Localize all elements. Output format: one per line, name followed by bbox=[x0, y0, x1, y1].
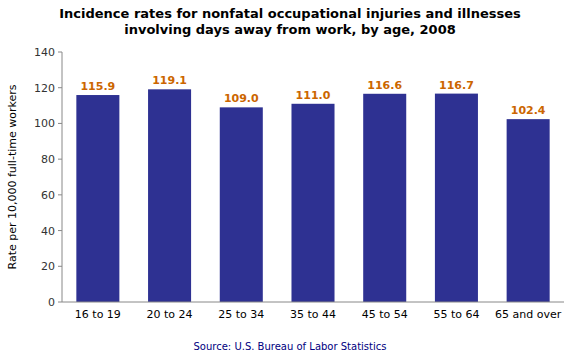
bars bbox=[76, 89, 549, 302]
y-tick bbox=[58, 52, 62, 53]
bar bbox=[507, 119, 550, 302]
x-tick-label: 16 to 19 bbox=[75, 308, 121, 321]
y-tick-label: 40 bbox=[41, 225, 55, 238]
x-tick-label: 65 and over bbox=[495, 308, 562, 321]
y-tick-label: 80 bbox=[41, 153, 55, 166]
data-label: 109.0 bbox=[224, 92, 259, 105]
axes: 0 20 40 60 80 100 120 140 16 to 19 20 to 24 25 to … bbox=[6, 46, 564, 321]
x-tick-label: 55 to 64 bbox=[433, 308, 479, 321]
y-tick-label: 0 bbox=[48, 296, 55, 309]
x-tick-label: 25 to 34 bbox=[218, 308, 264, 321]
source-note: Source: U.S. Bureau of Labor Statistics bbox=[194, 341, 387, 352]
y-tick bbox=[58, 266, 62, 267]
y-tick-label: 20 bbox=[41, 260, 55, 273]
bar bbox=[220, 107, 263, 302]
y-tick-label: 60 bbox=[41, 189, 55, 202]
y-tick bbox=[58, 123, 62, 124]
y-tick bbox=[58, 159, 62, 160]
y-tick bbox=[58, 87, 62, 88]
bar bbox=[76, 95, 119, 302]
data-label: 115.9 bbox=[80, 80, 115, 93]
bar bbox=[435, 94, 478, 302]
x-tick-label: 20 to 24 bbox=[147, 308, 193, 321]
y-tick-label: 100 bbox=[34, 117, 55, 130]
data-label: 111.0 bbox=[296, 89, 331, 102]
bar bbox=[363, 94, 406, 302]
data-label: 116.6 bbox=[367, 79, 402, 92]
title: Incidence rates for nonfatal occupationa… bbox=[59, 6, 521, 37]
title-line: Incidence rates for nonfatal occupationa… bbox=[59, 6, 521, 21]
chart-svg: Incidence rates for nonfatal occupationa… bbox=[0, 0, 580, 360]
y-tick-label: 120 bbox=[34, 82, 55, 95]
chart-container: Incidence rates for nonfatal occupationa… bbox=[0, 0, 580, 360]
title-line: involving days away from work, by age, 2… bbox=[124, 22, 456, 37]
y-axis-label: Rate per 10,000 full-time workers bbox=[6, 84, 19, 269]
data-labels: 115.9 119.1 109.0 111.0 116.6 116.7 102.4 bbox=[80, 74, 545, 117]
bar bbox=[291, 104, 334, 302]
data-label: 116.7 bbox=[439, 79, 474, 92]
data-label: 102.4 bbox=[511, 104, 546, 117]
bar bbox=[148, 89, 191, 302]
y-tick bbox=[58, 230, 62, 231]
y-axis-line bbox=[62, 52, 63, 302]
x-tick-label: 45 to 54 bbox=[362, 308, 408, 321]
x-axis-line bbox=[62, 302, 564, 303]
x-tick-label: 35 to 44 bbox=[290, 308, 336, 321]
y-tick-label: 140 bbox=[34, 46, 55, 59]
y-tick bbox=[58, 194, 62, 195]
y-tick bbox=[58, 302, 62, 303]
data-label: 119.1 bbox=[152, 74, 187, 87]
